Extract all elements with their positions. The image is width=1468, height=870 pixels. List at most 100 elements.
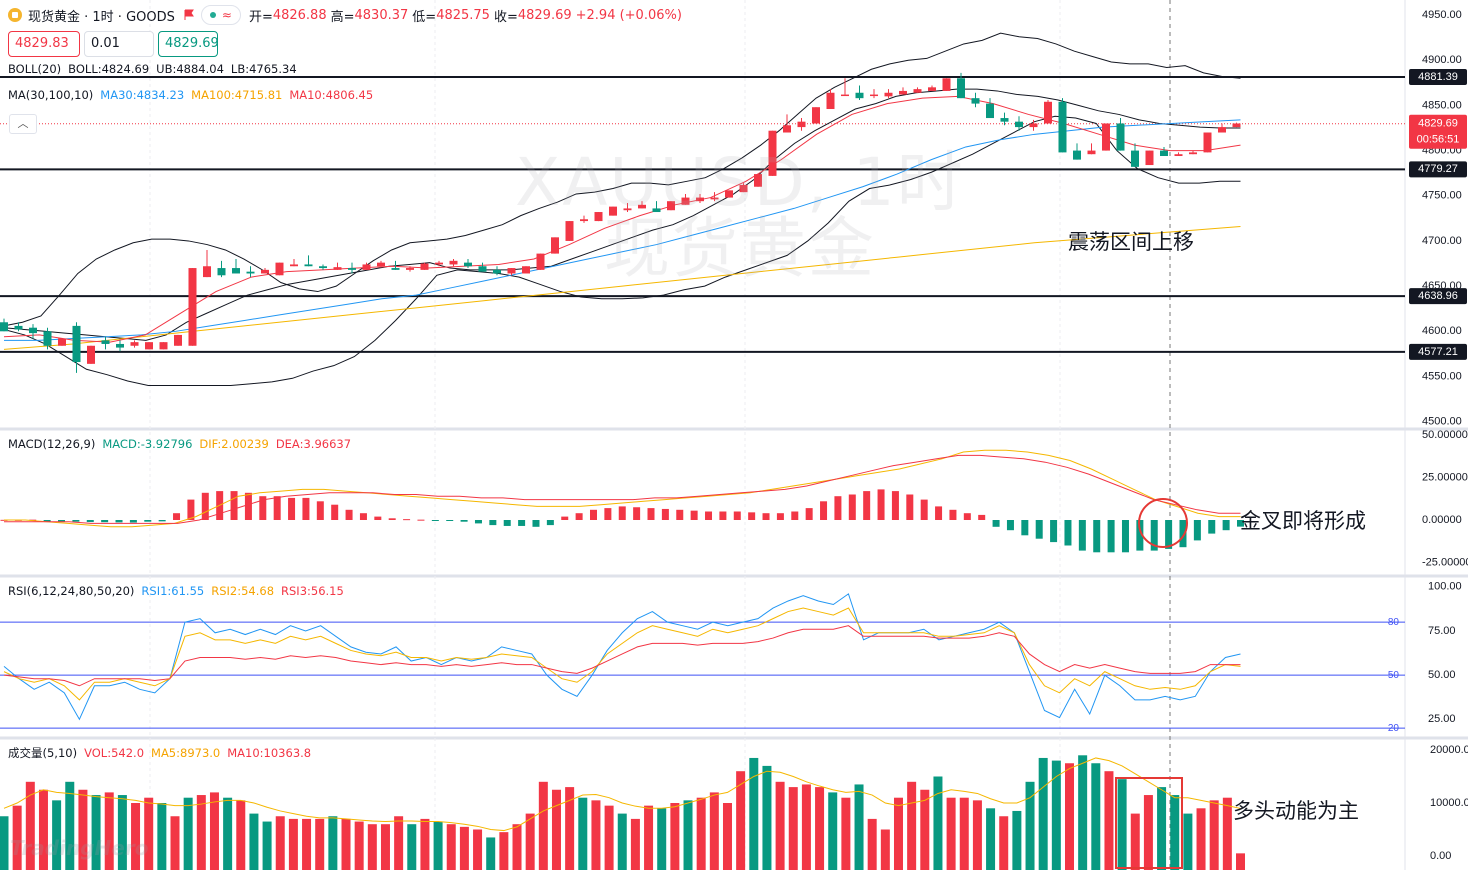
volume-bar — [1025, 781, 1035, 870]
macd-bar — [791, 511, 799, 520]
quantity-input[interactable]: 0.01 — [84, 31, 154, 57]
rsi-level-label: 80 — [1388, 617, 1400, 628]
volume-bar — [367, 824, 377, 870]
rsi-legend[interactable]: RSI(6,12,24,80,50,20) RSI1:61.55 RSI2:54.6… — [8, 584, 351, 598]
dea-value: DEA:3.96637 — [275, 437, 352, 451]
volume-bar — [525, 813, 535, 870]
candle — [1058, 101, 1067, 153]
candle — [377, 262, 385, 267]
macd-bar — [503, 520, 511, 526]
candle — [232, 268, 240, 274]
price-tick-label: 4500.00 — [1422, 416, 1462, 428]
vol-ma5-value: MA5:8973.0 — [151, 746, 221, 760]
macd-bar — [762, 513, 770, 520]
macd-bar — [115, 520, 123, 523]
candle — [145, 342, 153, 350]
volume-bar — [867, 818, 877, 870]
rsi1-line — [3, 593, 1241, 721]
volume-bar — [341, 818, 351, 870]
macd-tick-label: 50.00000 — [1422, 429, 1468, 441]
gold-coin-icon — [8, 8, 22, 22]
volume-bar — [512, 824, 522, 870]
volume-legend[interactable]: 成交量(5,10) VOL:542.0 MA5:8973.0 MA10:10363.8 — [8, 745, 318, 761]
ohlc-close: 4829.69 — [517, 7, 572, 23]
candle — [391, 268, 400, 270]
candle — [667, 201, 675, 211]
candle — [319, 266, 327, 269]
boll-legend[interactable]: BOLL(20) BOLL:4824.69 UB:4884.04 LB:4765.34 — [8, 62, 304, 76]
macd-bar — [992, 520, 1000, 527]
macd-bar — [604, 508, 612, 520]
candle — [565, 221, 574, 241]
volume-bar — [959, 797, 969, 870]
price-tick-label: 4700.00 — [1422, 235, 1462, 247]
candle — [406, 268, 414, 270]
candle — [435, 262, 443, 265]
macd-bar — [331, 504, 339, 520]
candle — [159, 342, 168, 350]
macd-legend[interactable]: MACD(12,26,9) MACD:-3.92796 DIF:2.00239 DEA… — [8, 437, 358, 451]
macd-bar — [978, 514, 986, 520]
volume-bar — [1038, 757, 1048, 870]
ma-legend[interactable]: MA(30,100,10) MA30:4834.23 MA100:4715.81 MA… — [8, 88, 380, 102]
candle — [826, 92, 835, 110]
volume-bar — [801, 784, 811, 870]
volume-bar — [683, 800, 693, 870]
status-pill[interactable]: ≈ — [200, 5, 241, 25]
candle — [754, 174, 762, 187]
volume-bar — [394, 816, 404, 870]
macd-bar — [935, 506, 943, 520]
macd-bar — [1222, 520, 1230, 531]
candle — [1218, 127, 1226, 133]
volume-bar — [486, 837, 496, 870]
annotation-cross: 金叉即将形成 — [1240, 509, 1366, 533]
rsi-tick-label: 50.00 — [1428, 669, 1456, 681]
candle — [1073, 150, 1081, 160]
macd-bar — [1193, 520, 1201, 541]
candle — [609, 206, 617, 216]
macd-bar — [647, 508, 655, 520]
sell-button[interactable]: 4829.83 — [8, 31, 80, 57]
ohlc-high: 4830.37 — [354, 7, 409, 23]
volume-bar — [749, 757, 759, 870]
macd-bar — [1208, 520, 1216, 534]
volume-bar — [670, 803, 680, 870]
volume-bar — [722, 803, 732, 870]
volume-bar — [499, 832, 509, 870]
candle — [783, 125, 791, 133]
boll-basis-line — [3, 88, 1241, 341]
volume-bar — [880, 829, 890, 870]
symbol-title[interactable]: 现货黄金 · 1时 · GOODS — [28, 9, 175, 25]
ma30-line — [4, 119, 1241, 341]
candle — [261, 269, 269, 274]
buy-button[interactable]: 4829.69 — [158, 31, 219, 57]
volume-bar — [578, 797, 588, 870]
dif-value: DIF:2.00239 — [199, 437, 269, 451]
candle — [116, 343, 124, 348]
macd-bar — [891, 491, 899, 520]
volume-bar — [762, 765, 772, 870]
macd-bar — [1050, 520, 1058, 543]
candle — [29, 327, 37, 334]
volume-bar — [972, 800, 982, 870]
macd-bar — [388, 518, 396, 520]
candle — [1029, 123, 1038, 128]
volume-bar — [209, 792, 219, 870]
candle — [1015, 121, 1023, 128]
volume-bar — [459, 826, 469, 870]
macd-bar — [776, 513, 784, 520]
annotation-range: 震荡区间上移 — [1068, 230, 1194, 254]
candle — [188, 268, 197, 346]
volume-bar — [841, 797, 851, 870]
macd-bar — [748, 512, 756, 520]
rsi-tick-label: 100.00 — [1428, 581, 1462, 593]
rsi2-line — [3, 607, 1241, 701]
candle — [478, 266, 487, 272]
volume-bar — [1064, 763, 1074, 870]
collapse-legend-button[interactable]: ︿ — [9, 114, 37, 134]
candle — [739, 184, 748, 193]
volume-bar — [1170, 795, 1180, 870]
candle — [1044, 101, 1052, 124]
volume-bar — [538, 781, 548, 870]
flag-icon[interactable] — [183, 9, 195, 21]
